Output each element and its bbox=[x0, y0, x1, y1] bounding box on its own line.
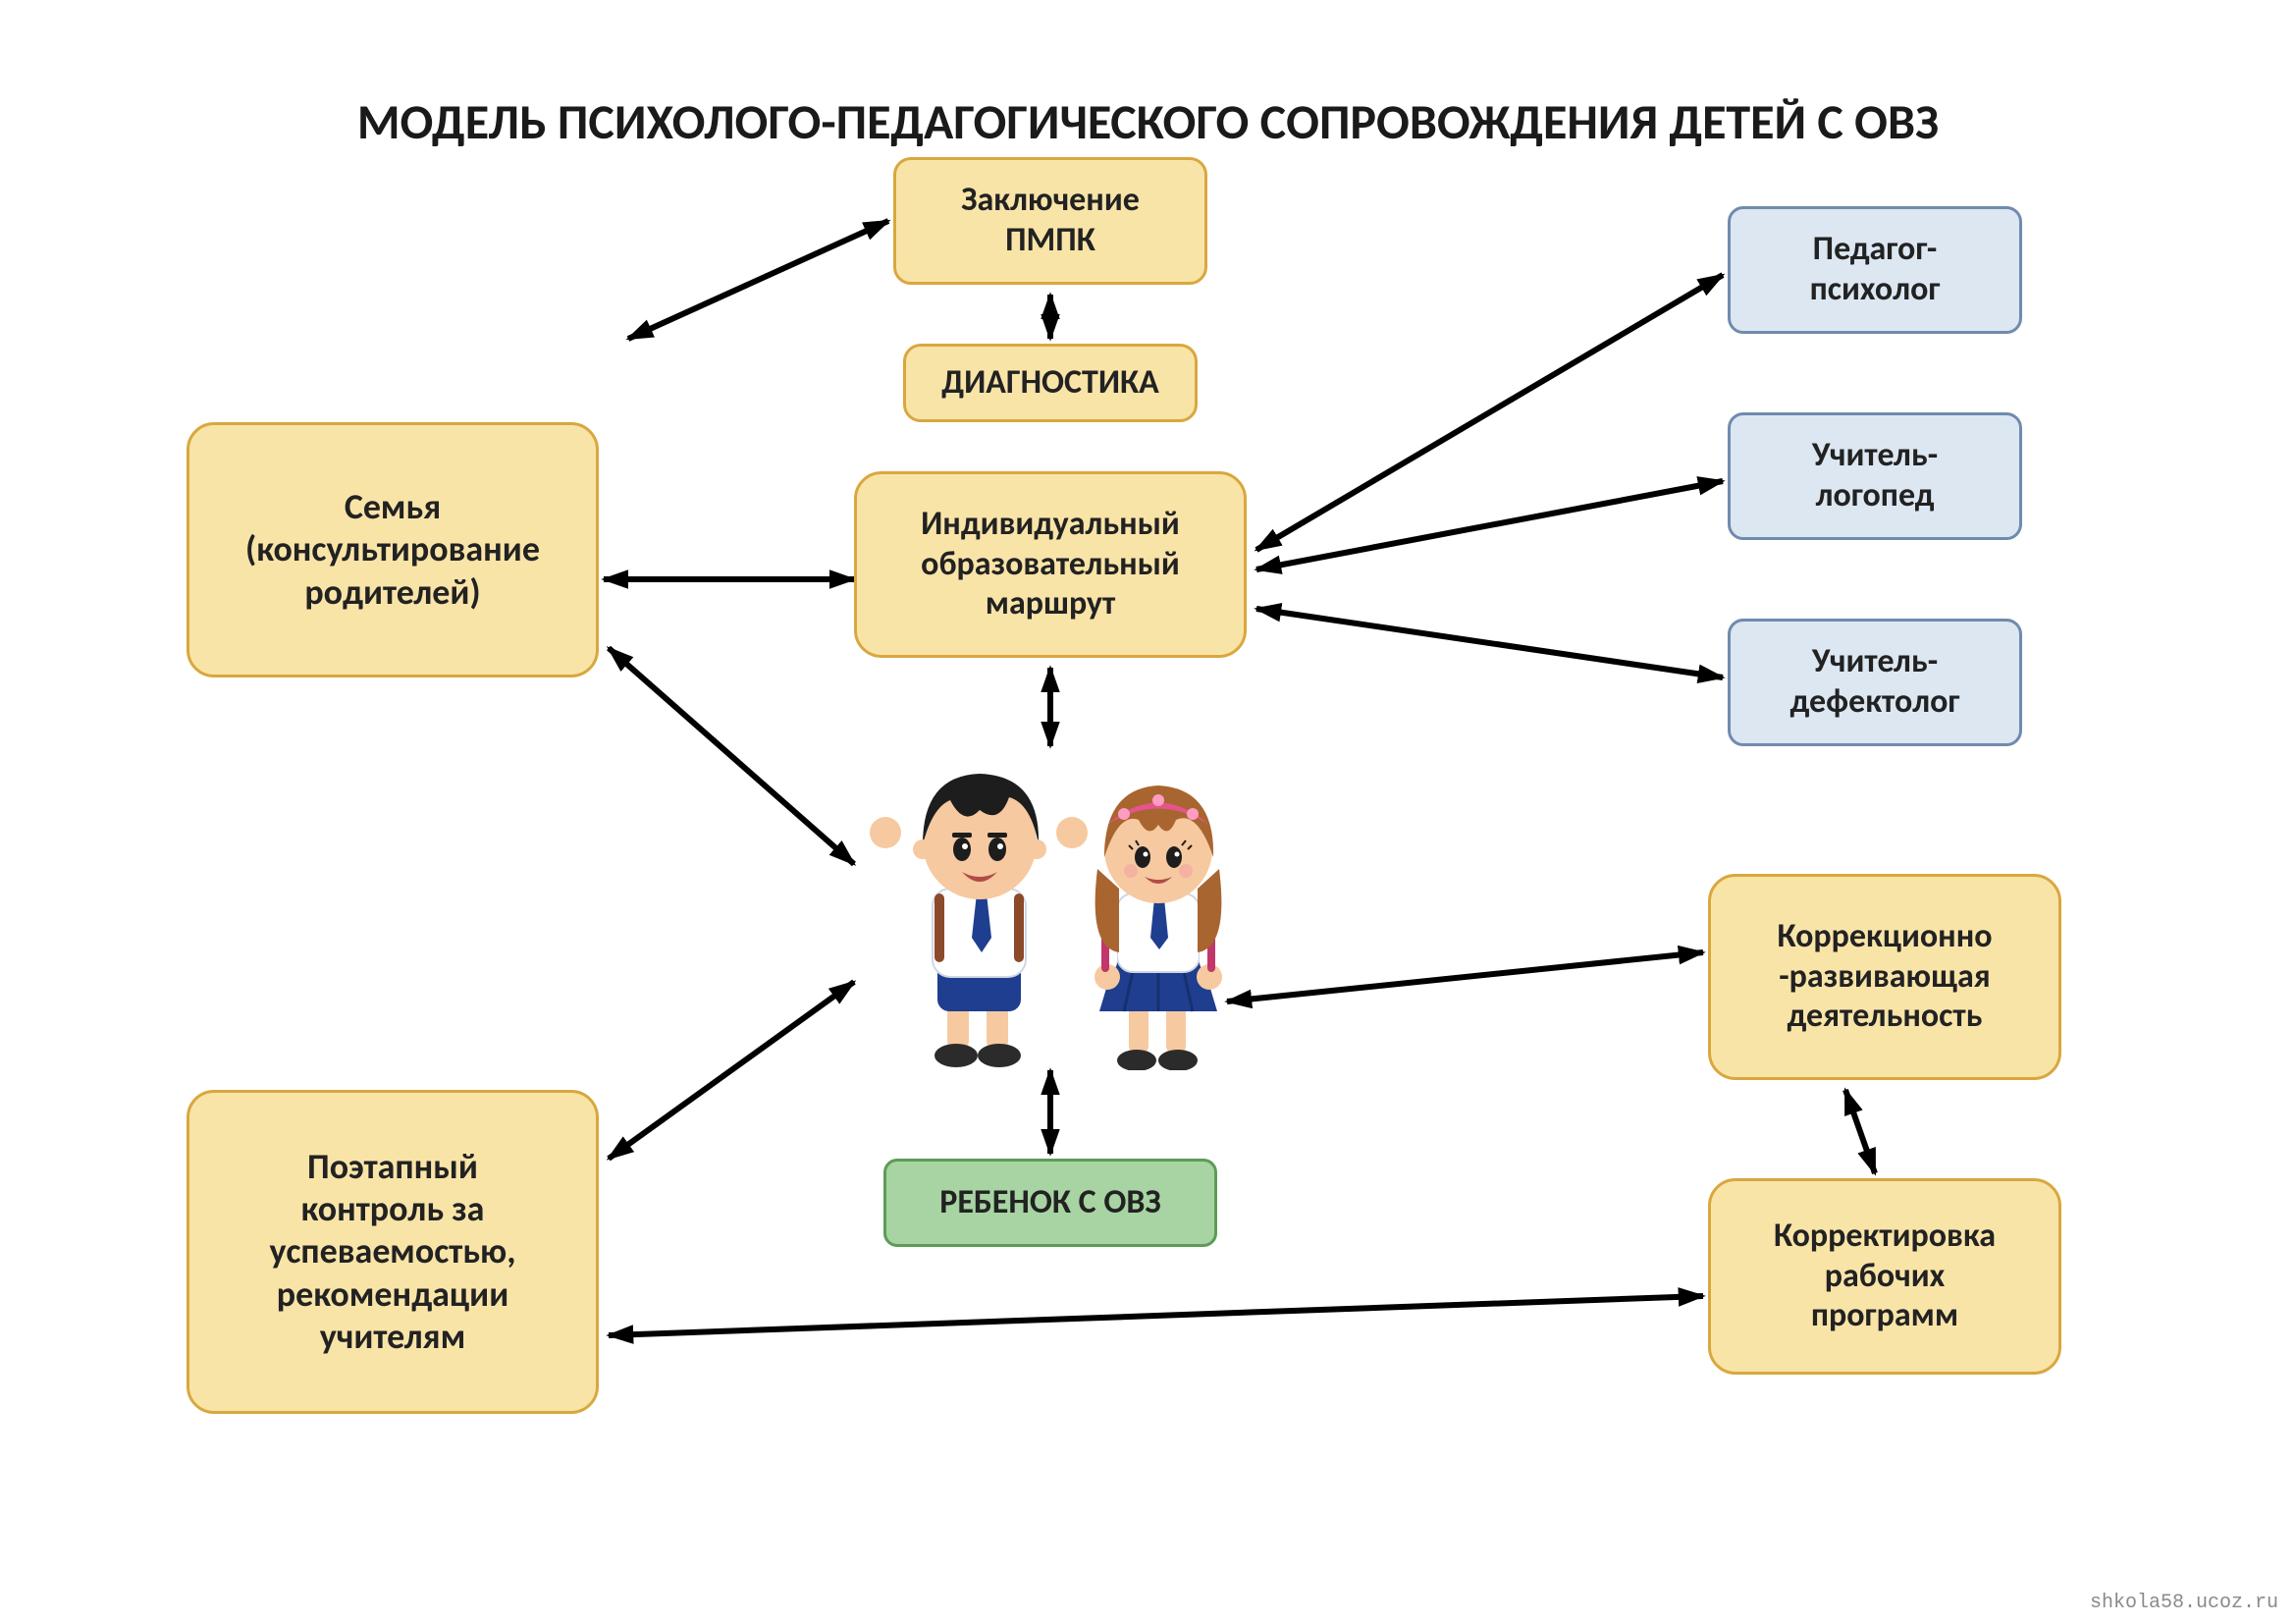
node-defect: Учитель- дефектолог bbox=[1728, 619, 2022, 746]
page-title: МОДЕЛЬ ПСИХОЛОГО-ПЕДАГОГИЧЕСКОГО СОПРОВО… bbox=[0, 92, 2296, 152]
node-route: Индивидуальный образовательный маршрут bbox=[854, 471, 1247, 658]
node-corr_act: Коррекционно -развивающая деятельность bbox=[1708, 874, 2061, 1080]
children-svg bbox=[834, 746, 1266, 1070]
edge bbox=[1256, 275, 1723, 550]
watermark: shkola58.ucoz.ru bbox=[2090, 1592, 2278, 1614]
edge bbox=[628, 221, 888, 339]
edge bbox=[609, 1296, 1703, 1335]
node-corr_prog: Корректировка рабочих программ bbox=[1708, 1178, 2061, 1375]
edge bbox=[1845, 1090, 1875, 1173]
node-child: РЕБЕНОК С ОВЗ bbox=[883, 1159, 1217, 1247]
edge bbox=[609, 648, 854, 864]
edge bbox=[609, 982, 854, 1159]
node-psych: Педагог- психолог bbox=[1728, 206, 2022, 334]
node-control: Поэтапный контроль за успеваемостью, рек… bbox=[187, 1090, 599, 1414]
node-family: Семья (консультирование родителей) bbox=[187, 422, 599, 677]
edge bbox=[1227, 952, 1703, 1001]
edge bbox=[1256, 609, 1723, 677]
edge bbox=[1256, 481, 1723, 569]
children-illustration bbox=[834, 746, 1266, 1070]
node-logoped: Учитель- логопед bbox=[1728, 412, 2022, 540]
node-diag: ДИАГНОСТИКА bbox=[903, 344, 1198, 422]
node-pmpk: Заключение ПМПК bbox=[893, 157, 1207, 285]
